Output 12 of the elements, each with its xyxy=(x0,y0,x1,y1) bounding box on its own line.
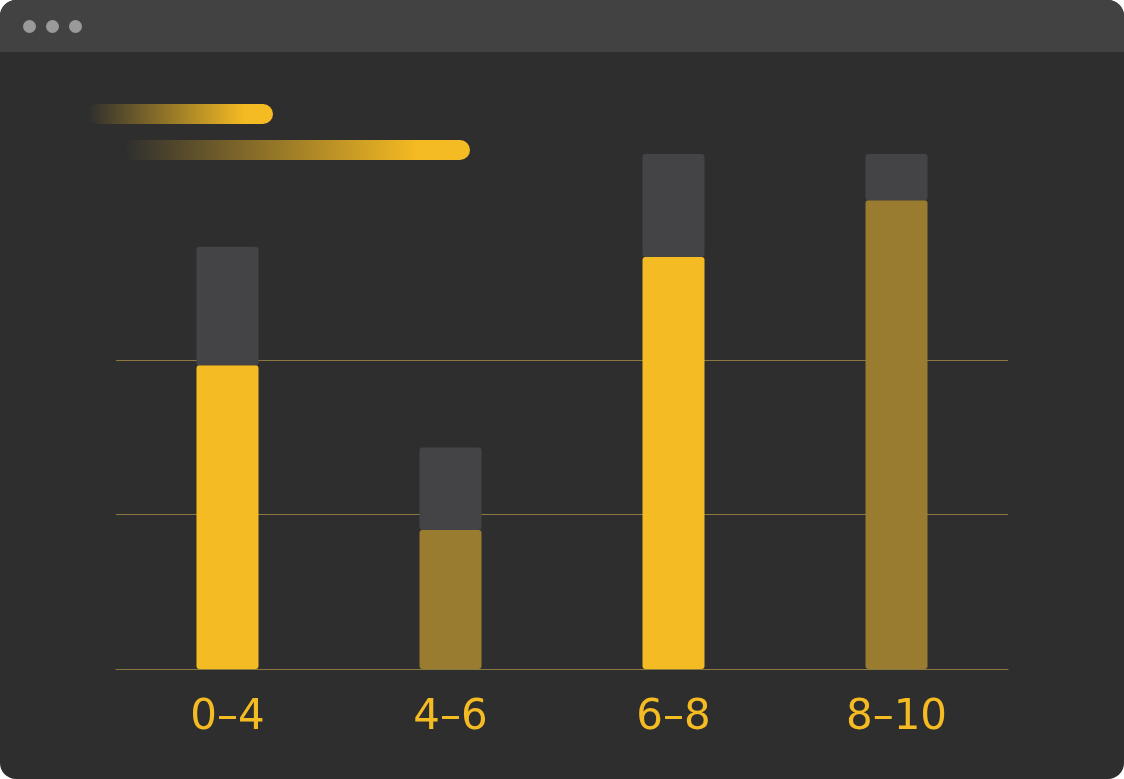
x-tick-label: 0–4 xyxy=(190,689,265,739)
x-tick-label: 4–6 xyxy=(413,689,488,739)
bar xyxy=(196,365,259,669)
bar xyxy=(642,154,705,257)
bar xyxy=(642,257,705,669)
bar xyxy=(865,200,928,669)
bar xyxy=(419,447,482,530)
x-tick-label: 8–10 xyxy=(845,689,948,739)
bar xyxy=(419,529,482,669)
x-tick-label: 6–8 xyxy=(636,689,711,739)
bar xyxy=(196,246,259,366)
bar xyxy=(865,154,928,201)
